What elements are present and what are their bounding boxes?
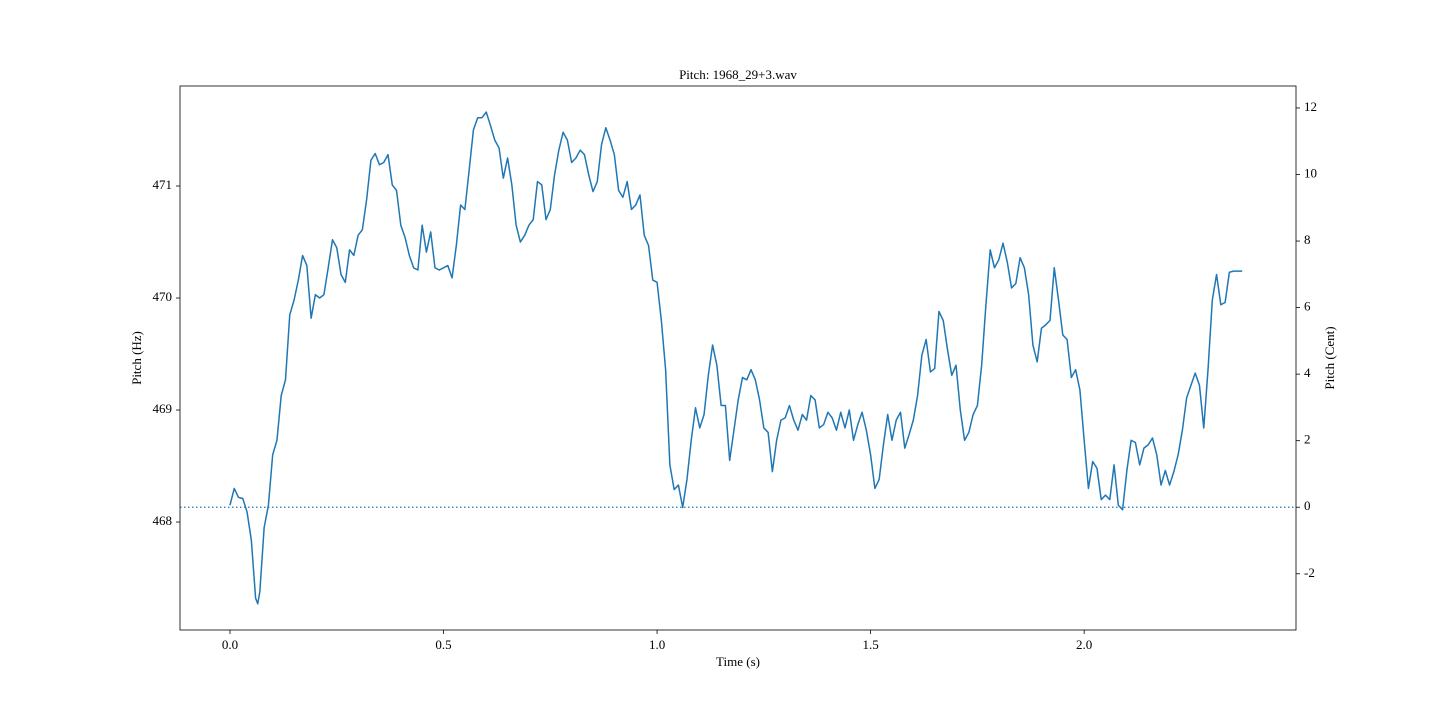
x-tick-label: 2.0	[1076, 637, 1092, 652]
y2-axis-label: Pitch (Cent)	[1322, 326, 1337, 389]
x-tick-label: 0.0	[222, 637, 238, 652]
y-tick-label: 468	[153, 513, 173, 528]
y-tick-label: 471	[153, 177, 173, 192]
x-axis-label: Time (s)	[716, 654, 760, 669]
y2-tick-label: 12	[1304, 99, 1317, 114]
y2-tick-label: -2	[1304, 565, 1315, 580]
pitch-line	[229, 111, 1243, 605]
y2-tick-label: 10	[1304, 165, 1317, 180]
chart-title: Pitch: 1968_29+3.wav	[679, 67, 797, 82]
y2-tick-label: 8	[1304, 232, 1311, 247]
y2-tick-label: 0	[1304, 498, 1311, 513]
x-tick-label: 1.5	[862, 637, 878, 652]
y-axis-label: Pitch (Hz)	[129, 331, 144, 385]
plot-frame	[179, 85, 1297, 631]
y2-tick-label: 2	[1304, 432, 1311, 447]
y2-tick-label: 6	[1304, 299, 1311, 314]
y-tick-label: 470	[153, 289, 173, 304]
y2-tick-label: 4	[1304, 365, 1311, 380]
y-tick-label: 469	[153, 401, 173, 416]
x-tick-label: 0.5	[435, 637, 451, 652]
x-tick-label: 1.0	[649, 637, 665, 652]
